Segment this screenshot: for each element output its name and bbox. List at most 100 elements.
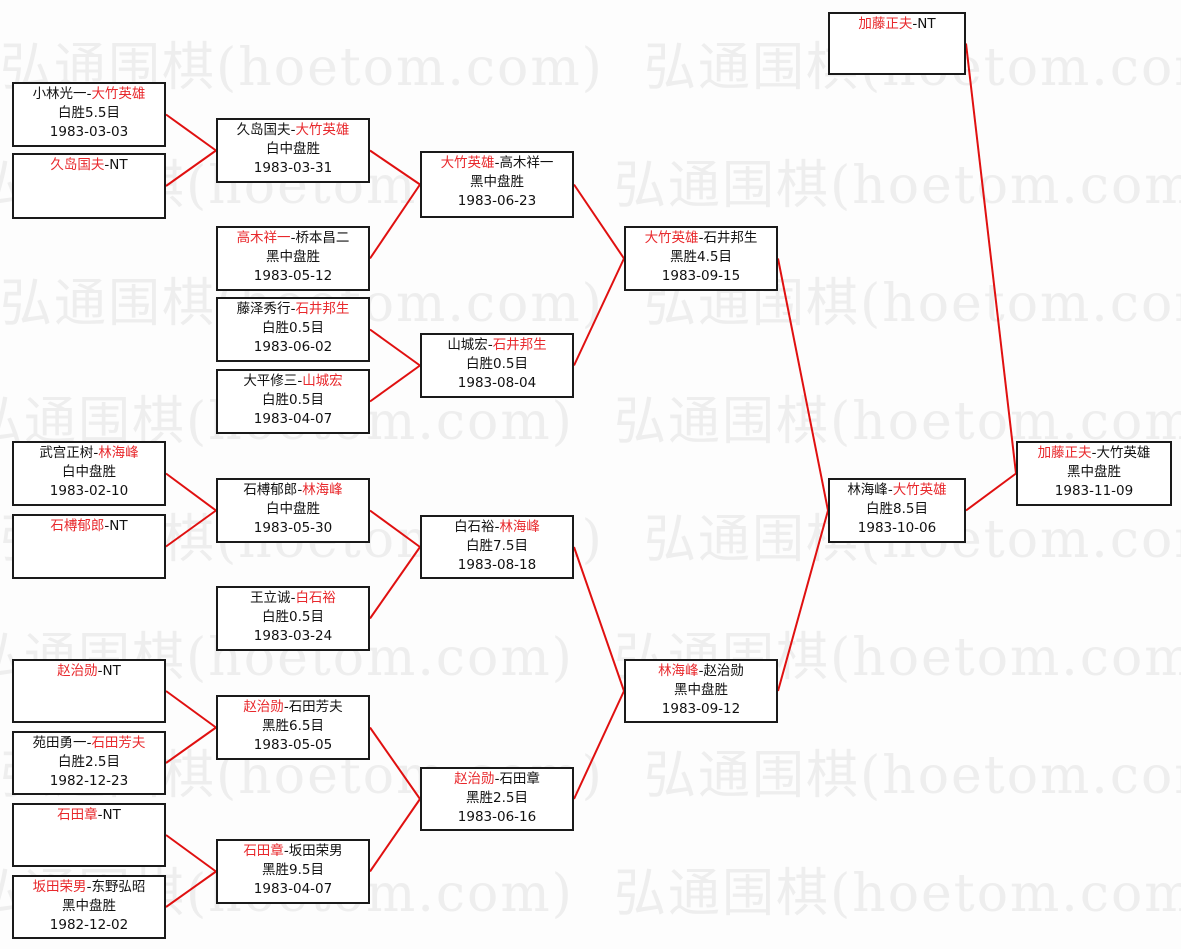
- connector-r3a-r4a: [573, 183, 625, 260]
- connector-r5a-final: [965, 43, 1017, 474]
- connector-r2h-r3d: [369, 798, 421, 873]
- player-1: 林海峰: [658, 663, 699, 679]
- player-1: 石榑郁郎: [243, 482, 298, 498]
- match-box-r4a[interactable]: 大竹英雄-石井邦生 黑胜4.5目 1983-09-15: [624, 226, 778, 291]
- separator: -: [104, 157, 110, 173]
- match-box-r1c[interactable]: 武宫正树-林海峰 白中盘胜 1983-02-10: [12, 441, 166, 506]
- player-1: 山城宏: [447, 337, 488, 353]
- match-players: 山城宏-石井邦生: [422, 336, 572, 355]
- match-box-r3c[interactable]: 白石裕-林海峰 白胜7.5目 1983-08-18: [420, 515, 574, 579]
- match-box-r2a[interactable]: 久岛国夫-大竹英雄 白中盘胜 1983-03-31: [216, 118, 370, 183]
- player-2: 桥本昌二: [295, 230, 350, 246]
- player-1: 大平修三: [243, 373, 298, 389]
- player-2: NT: [102, 663, 121, 679]
- match-box-r3b[interactable]: 山城宏-石井邦生 白胜0.5目 1983-08-04: [420, 333, 574, 398]
- match-players: 赵治勋-石田芳夫: [218, 698, 368, 717]
- match-result: 白中盘胜: [266, 501, 320, 517]
- match-box-r2g[interactable]: 赵治勋-石田芳夫 黑胜6.5目 1983-05-05: [216, 695, 370, 760]
- match-players: 武宫正树-林海峰: [14, 444, 164, 463]
- connector-r2b-r3a: [369, 183, 421, 260]
- match-box-r2c[interactable]: 藤泽秀行-石井邦生 白胜0.5目 1983-06-02: [216, 297, 370, 362]
- player-1: 大竹英雄: [644, 230, 699, 246]
- player-2: 白石裕: [295, 590, 336, 606]
- separator: -: [912, 16, 918, 32]
- match-box-r1g[interactable]: 石田章-NT: [12, 803, 166, 867]
- match-players: 石榑郁郎-NT: [14, 517, 164, 536]
- player-2: 大竹英雄: [1096, 445, 1151, 461]
- player-1: 大竹英雄: [440, 155, 495, 171]
- match-date: 1983-05-30: [253, 520, 333, 536]
- match-date: 1983-03-03: [49, 124, 129, 140]
- match-date: 1983-03-24: [253, 628, 333, 644]
- match-result: 白胜8.5目: [866, 501, 928, 517]
- match-box-r2d[interactable]: 大平修三-山城宏 白胜0.5目 1983-04-07: [216, 369, 370, 434]
- match-result: 白胜0.5目: [262, 392, 324, 408]
- match-date: 1982-12-02: [49, 917, 129, 933]
- match-date: 1983-02-10: [49, 483, 129, 499]
- separator: -: [487, 337, 493, 353]
- match-box-r1b[interactable]: 久岛国夫-NT: [12, 153, 166, 219]
- match-box-r1a[interactable]: 小林光一-大竹英雄 白胜5.5目 1983-03-03: [12, 82, 166, 147]
- player-1: 藤泽秀行: [236, 301, 291, 317]
- connector-r2e-r3c: [369, 509, 421, 548]
- match-result: 黑胜6.5目: [262, 718, 324, 734]
- player-1: 久岛国夫: [50, 157, 105, 173]
- player-1: 赵治勋: [243, 699, 284, 715]
- match-players: 王立诚-白石裕: [218, 589, 368, 608]
- match-players: 大竹英雄-石井邦生: [626, 229, 776, 248]
- player-2: 大竹英雄: [892, 482, 947, 498]
- player-2: 大竹英雄: [295, 122, 350, 138]
- player-1: 小林光一: [32, 86, 87, 102]
- match-box-r3d[interactable]: 赵治勋-石田章 黑胜2.5目 1983-06-16: [420, 767, 574, 831]
- player-1: 石榑郁郎: [50, 518, 105, 534]
- match-box-r5b[interactable]: 林海峰-大竹英雄 白胜8.5目 1983-10-06: [828, 478, 966, 543]
- separator: -: [1091, 445, 1097, 461]
- match-box-r1d[interactable]: 石榑郁郎-NT: [12, 514, 166, 579]
- match-box-r4b[interactable]: 林海峰-赵治勋 黑中盘胜 1983-09-12: [624, 659, 778, 723]
- match-players: 苑田勇一-石田芳夫: [14, 734, 164, 753]
- player-2: 山城宏: [302, 373, 343, 389]
- match-players: 小林光一-大竹英雄: [14, 85, 164, 104]
- match-box-r1f[interactable]: 苑田勇一-石田芳夫 白胜2.5目 1982-12-23: [12, 731, 166, 795]
- connector-r3d-r4b: [573, 690, 625, 800]
- match-box-r2b[interactable]: 高木祥一-桥本昌二 黑中盘胜 1983-05-12: [216, 226, 370, 291]
- player-1: 赵治勋: [454, 771, 495, 787]
- connector-r1f-r2g: [165, 726, 217, 764]
- match-box-r1h[interactable]: 坂田荣男-东野弘昭 黑中盘胜 1982-12-02: [12, 875, 166, 939]
- match-players: 加藤正夫-大竹英雄: [1018, 444, 1170, 463]
- separator: -: [297, 373, 303, 389]
- match-result: 黑中盘胜: [674, 682, 728, 698]
- connector-r1h-r2h: [165, 870, 217, 908]
- separator: -: [290, 122, 296, 138]
- match-date: 1983-06-02: [253, 339, 333, 355]
- match-box-r1e[interactable]: 赵治勋-NT: [12, 659, 166, 723]
- match-result: 黑中盘胜: [1067, 464, 1121, 480]
- connector-r1e-r2g: [165, 690, 217, 729]
- separator: -: [887, 482, 893, 498]
- connector-r4b-r5b: [777, 510, 829, 692]
- player-1: 白石裕: [454, 519, 495, 535]
- match-box-r2e[interactable]: 石榑郁郎-林海峰 白中盘胜 1983-05-30: [216, 478, 370, 543]
- match-box-r3a[interactable]: 大竹英雄-高木祥一 黑中盘胜 1983-06-23: [420, 151, 574, 218]
- match-date: 1983-05-12: [253, 268, 333, 284]
- player-2: 赵治勋: [703, 663, 744, 679]
- match-box-final[interactable]: 加藤正夫-大竹英雄 黑中盘胜 1983-11-09: [1016, 441, 1172, 506]
- connector-r2d-r3b: [369, 364, 421, 403]
- match-date: 1983-04-07: [253, 881, 333, 897]
- player-2: NT: [917, 16, 936, 32]
- match-players: 久岛国夫-大竹英雄: [218, 121, 368, 140]
- player-1: 赵治勋: [57, 663, 98, 679]
- match-players: 林海峰-大竹英雄: [830, 481, 964, 500]
- match-date: 1982-12-23: [49, 773, 129, 789]
- match-box-r2h[interactable]: 石田章-坂田荣男 黑胜9.5目 1983-04-07: [216, 839, 370, 904]
- player-2: NT: [102, 807, 121, 823]
- match-players: 石榑郁郎-林海峰: [218, 481, 368, 500]
- separator: -: [283, 843, 289, 859]
- player-2: 石田章: [499, 771, 540, 787]
- connector-r5b-final: [965, 472, 1017, 512]
- separator: -: [494, 519, 500, 535]
- player-2: 林海峰: [302, 482, 343, 498]
- match-box-r5a[interactable]: 加藤正夫-NT: [828, 12, 966, 75]
- match-box-r2f[interactable]: 王立诚-白石裕 白胜0.5目 1983-03-24: [216, 586, 370, 651]
